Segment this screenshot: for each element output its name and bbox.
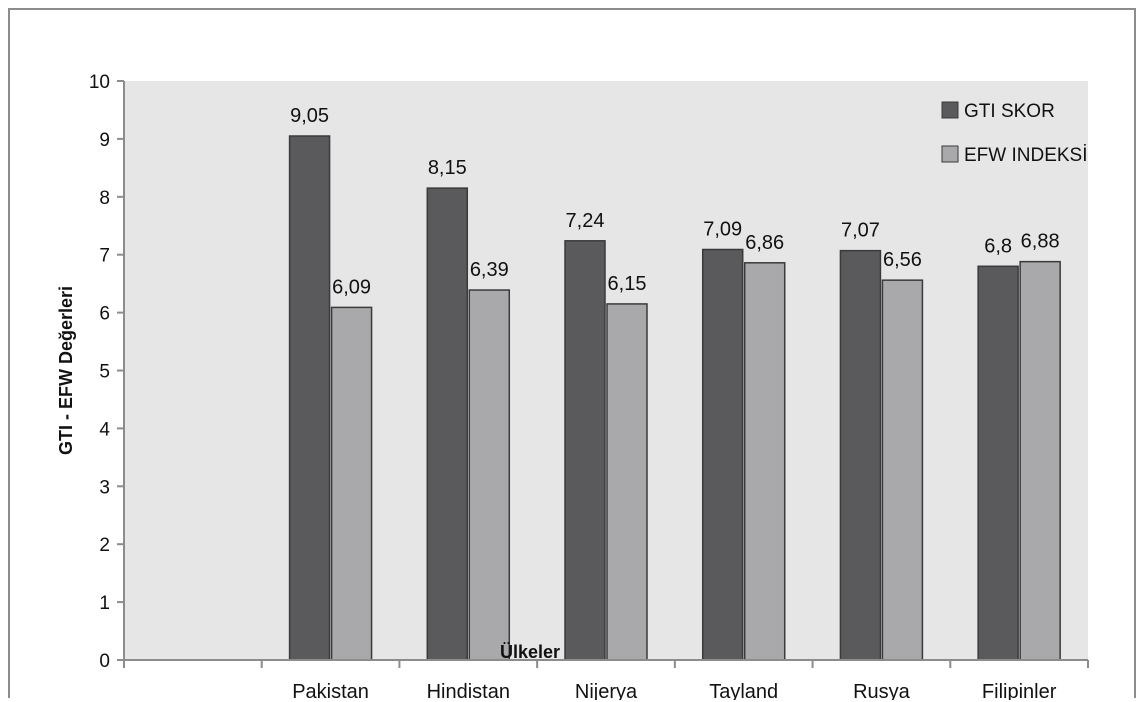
x-tick-label: Nijerya — [575, 681, 638, 700]
legend: GTI SKOR EFW INDEKSİ — [941, 101, 1088, 166]
data-label: 8,15 — [428, 157, 467, 179]
bar-efw — [330, 306, 373, 661]
data-label: 6,8 — [984, 235, 1012, 257]
y-tick-label: 3 — [99, 477, 110, 498]
bar-gti — [977, 265, 1019, 661]
bar-efw — [743, 262, 786, 661]
y-tick-label: 1 — [99, 593, 110, 614]
y-tick-label: 7 — [99, 246, 110, 267]
y-tick-label: 4 — [99, 419, 110, 440]
data-label: 6,88 — [1021, 231, 1060, 253]
bar-gti — [426, 187, 469, 661]
bar-efw — [468, 289, 511, 661]
data-label: 6,56 — [883, 249, 922, 271]
legend-swatch — [941, 145, 959, 163]
x-tick-label: Tayland — [709, 681, 778, 700]
x-tick-label: Pakistan — [292, 681, 369, 700]
data-label: 6,86 — [745, 232, 784, 254]
data-label: 6,09 — [332, 276, 371, 298]
bar-efw — [881, 279, 924, 661]
bar-efw — [606, 303, 648, 661]
y-tick-label: 0 — [99, 651, 110, 672]
data-label: 9,05 — [290, 105, 329, 127]
bar-efw — [1019, 260, 1061, 661]
y-tick-label: 9 — [99, 130, 110, 151]
data-label: 7,07 — [841, 220, 880, 242]
bar-gti — [564, 240, 606, 661]
y-tick-label: 2 — [99, 535, 110, 556]
y-tick-label: 5 — [99, 362, 110, 383]
legend-label: GTI SKOR — [964, 101, 1055, 122]
bar-gti — [839, 249, 882, 661]
chart-frame: 0 1 2 3 4 5 6 7 8 9 10 Pakistan Hindistan Nijerya Tayl… — [8, 8, 1136, 700]
y-tick-label: 8 — [99, 188, 110, 209]
data-label: 7,24 — [566, 210, 605, 232]
legend-swatch — [941, 101, 959, 119]
data-label: 6,15 — [608, 273, 647, 295]
x-tick-label: Rusya — [853, 681, 911, 700]
data-label: 7,09 — [703, 218, 742, 240]
x-tick-label: Filipinler — [982, 681, 1057, 700]
bar-gti — [288, 135, 331, 661]
plot-area — [124, 81, 1088, 660]
bar-gti — [701, 248, 744, 661]
y-axis-title: GTI - EFW Değerleri — [56, 286, 76, 455]
x-tick-label: Hindistan — [427, 681, 510, 700]
data-label: 6,39 — [470, 259, 509, 281]
y-tick-label: 10 — [89, 72, 110, 93]
y-tick-label: 6 — [99, 304, 110, 325]
x-axis-title: Ülkeler — [500, 642, 560, 662]
bar-chart: 0 1 2 3 4 5 6 7 8 9 10 Pakistan Hindistan Nijerya Tayl… — [56, 72, 1089, 700]
legend-label: EFW INDEKSİ — [964, 145, 1088, 166]
